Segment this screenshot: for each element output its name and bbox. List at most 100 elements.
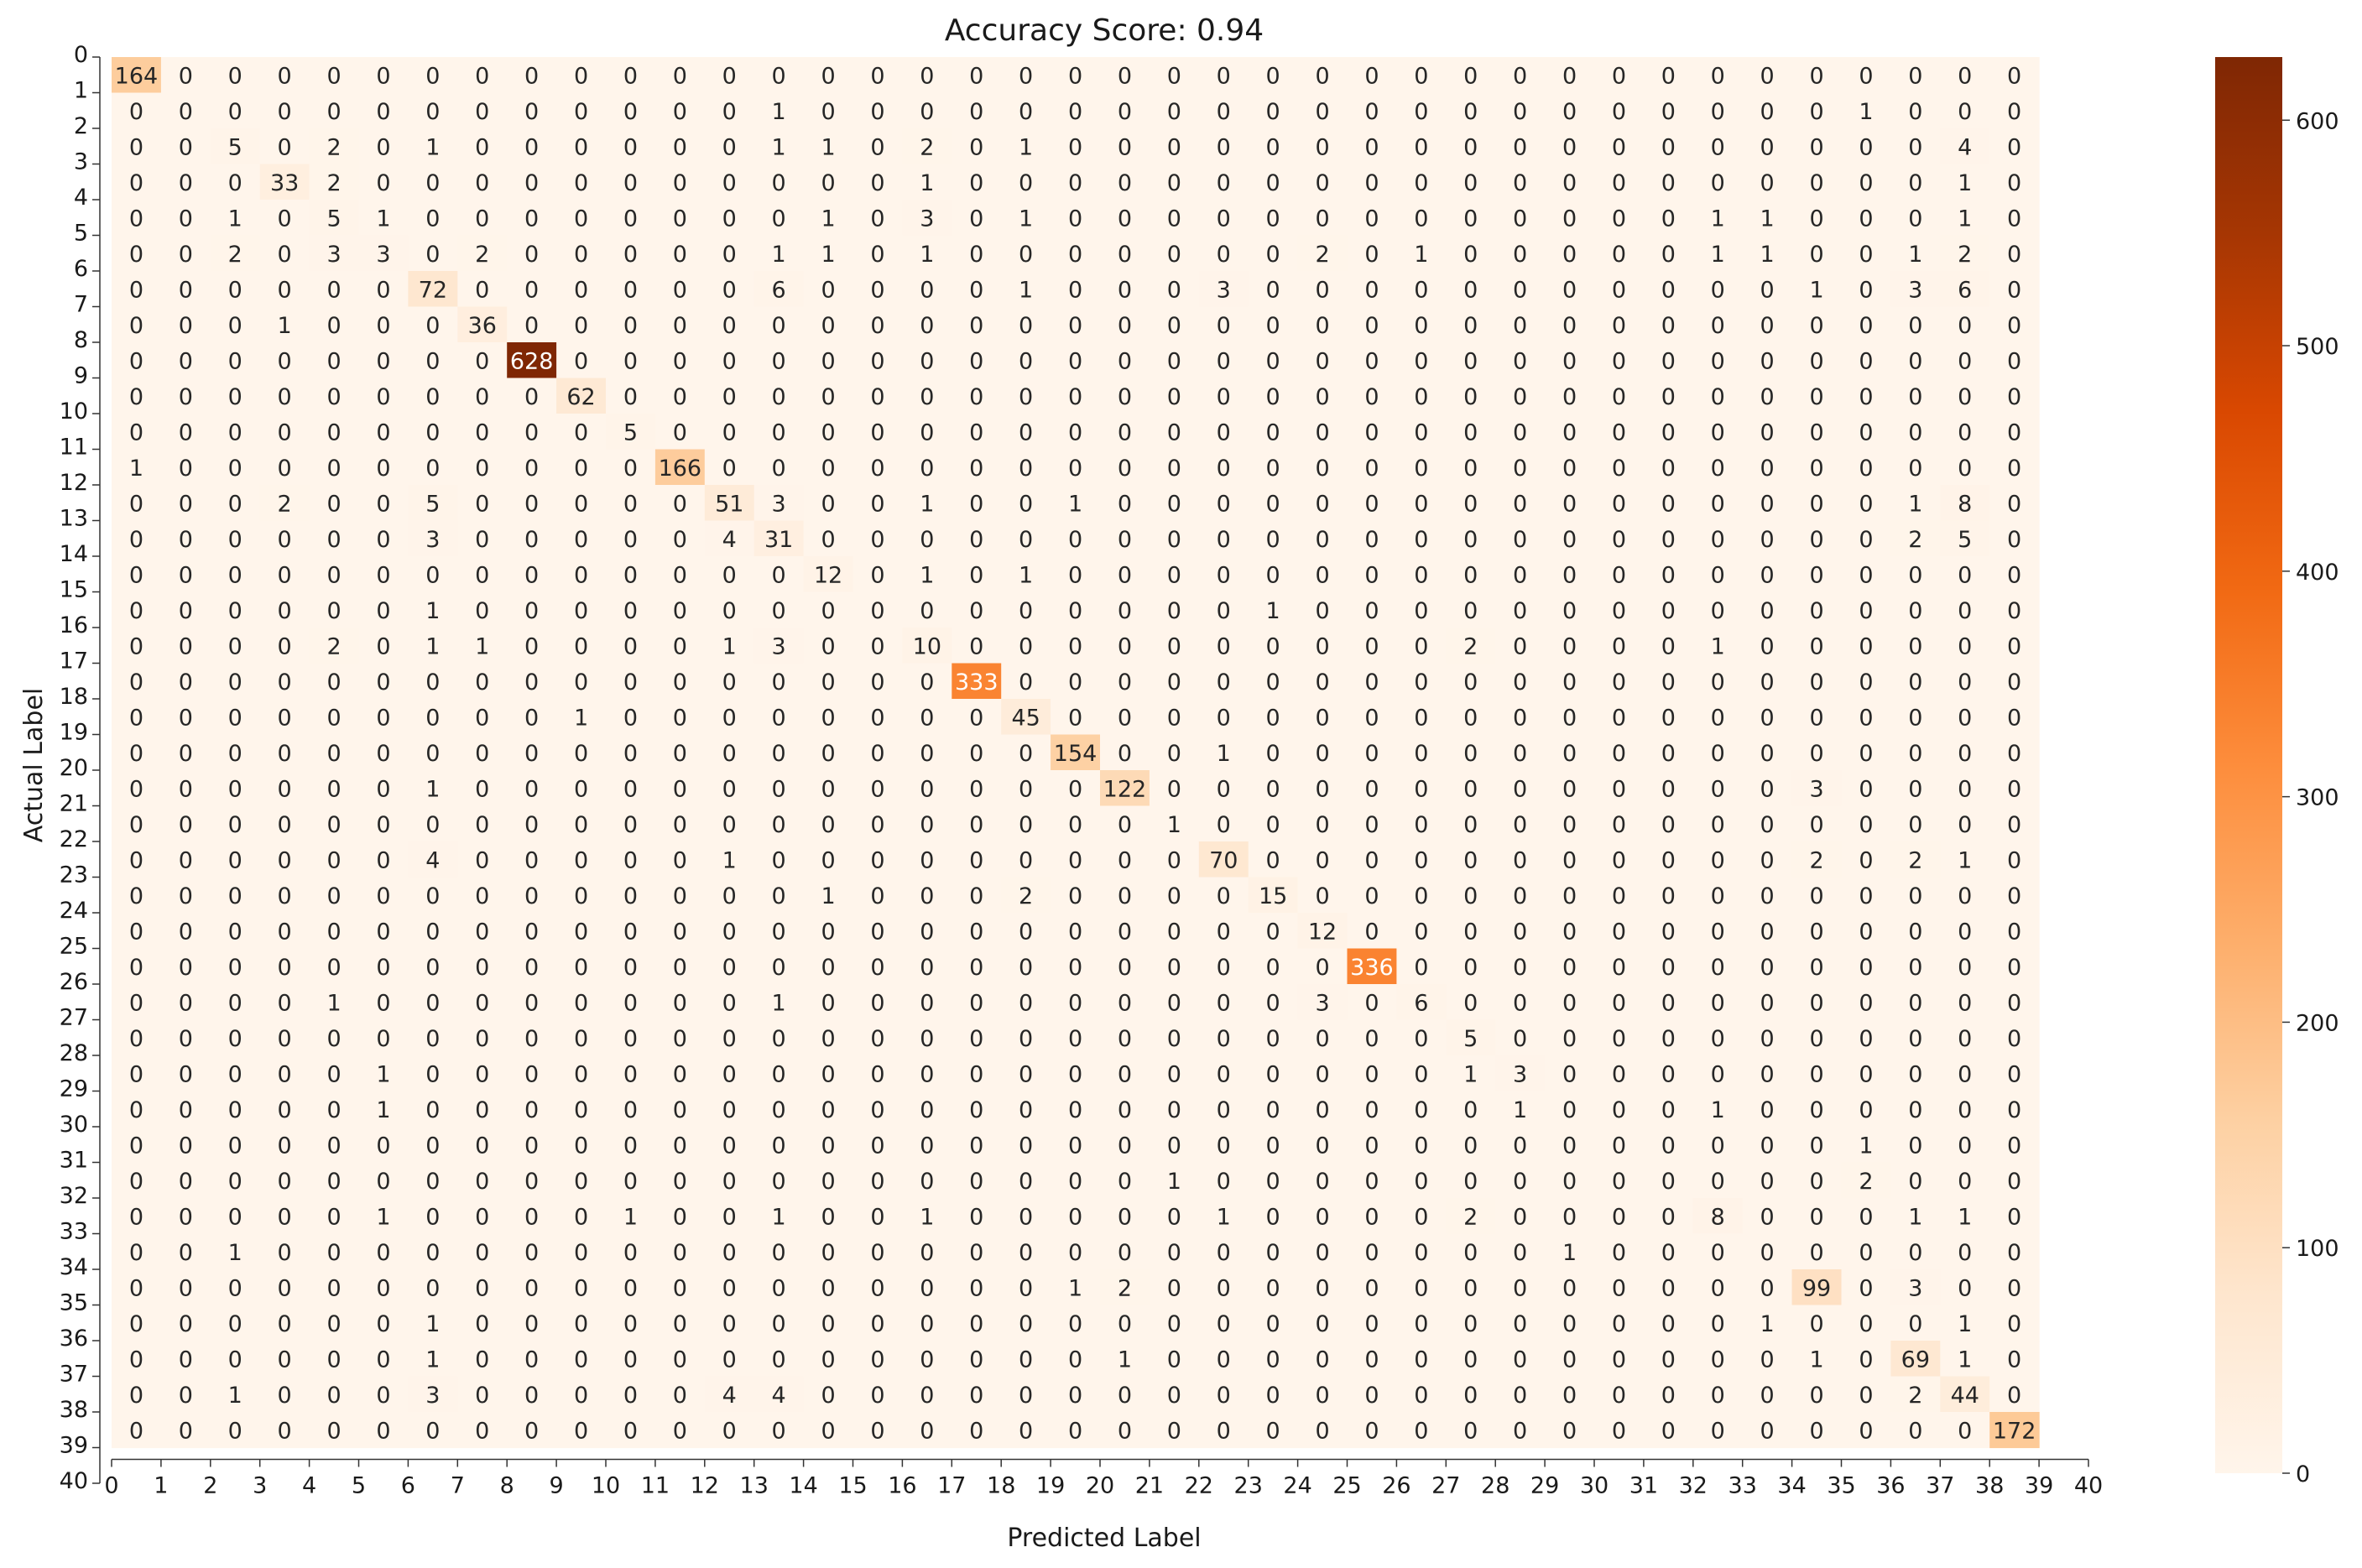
cell-value-label: 0 bbox=[1463, 1347, 1478, 1373]
y-tick-label: 27 bbox=[60, 1005, 88, 1031]
cell-value-label: 0 bbox=[524, 955, 539, 981]
cell-value-label: 0 bbox=[179, 1026, 193, 1052]
cell-value-label: 0 bbox=[278, 812, 292, 838]
cell-value-label: 0 bbox=[1118, 277, 1132, 303]
cell-value-label: 1 bbox=[425, 776, 440, 802]
cell-value-label: 0 bbox=[1958, 741, 1972, 767]
cell-value-label: 0 bbox=[1266, 1061, 1280, 1087]
cell-value-label: 0 bbox=[1118, 919, 1132, 945]
cell-value-label: 0 bbox=[1266, 1383, 1280, 1409]
heatmap-cell bbox=[1495, 414, 1546, 451]
heatmap-cell bbox=[358, 378, 409, 414]
heatmap-cell bbox=[1149, 235, 1200, 272]
heatmap-cell bbox=[853, 235, 903, 272]
cell-value-label: 0 bbox=[821, 63, 835, 89]
cell-value-label: 0 bbox=[673, 1347, 687, 1373]
heatmap-cell bbox=[753, 306, 805, 343]
cell-value-label: 0 bbox=[920, 456, 934, 482]
cell-value-label: 0 bbox=[1315, 1347, 1329, 1373]
cell-value-label: 0 bbox=[1958, 990, 1972, 1016]
y-tick-label: 26 bbox=[60, 969, 88, 995]
cell-value-label: 0 bbox=[1364, 1418, 1379, 1444]
cell-value-label: 0 bbox=[326, 99, 341, 125]
heatmap-cell bbox=[1545, 235, 1595, 272]
heatmap-cell bbox=[1396, 92, 1447, 129]
cell-value-label: 0 bbox=[2007, 1133, 2021, 1159]
heatmap-cell bbox=[507, 128, 557, 165]
cell-value-label: 0 bbox=[425, 562, 440, 588]
cell-value-label: 5 bbox=[1958, 527, 1972, 553]
heatmap-cell bbox=[902, 306, 952, 343]
cell-value-label: 0 bbox=[1562, 134, 1577, 160]
heatmap-cell bbox=[952, 164, 1002, 201]
heatmap-cell bbox=[1495, 271, 1546, 308]
heatmap-cell bbox=[1643, 271, 1694, 308]
cell-value-label: 0 bbox=[1612, 705, 1626, 731]
cell-value-label: 0 bbox=[1364, 1240, 1379, 1266]
cell-value-label: 0 bbox=[1118, 170, 1132, 196]
cell-value-label: 0 bbox=[425, 456, 440, 482]
heatmap-cell bbox=[259, 57, 310, 94]
y-tick-label: 13 bbox=[60, 506, 88, 532]
cell-value-label: 0 bbox=[722, 242, 737, 268]
cell-value-label: 0 bbox=[1364, 669, 1379, 695]
cell-value-label: 0 bbox=[1315, 277, 1329, 303]
cell-value-label: 0 bbox=[1612, 242, 1626, 268]
cell-value-label: 0 bbox=[425, 883, 440, 909]
cell-value-label: 0 bbox=[969, 1061, 983, 1087]
heatmap-cell bbox=[1495, 164, 1546, 201]
cell-value-label: 0 bbox=[2007, 456, 2021, 482]
cell-value-label: 0 bbox=[1612, 598, 1626, 624]
cell-value-label: 0 bbox=[1661, 527, 1676, 553]
cell-value-label: 0 bbox=[574, 741, 588, 767]
cell-value-label: 1 bbox=[425, 633, 440, 659]
cell-value-label: 0 bbox=[1217, 99, 1231, 125]
cell-value-label: 0 bbox=[524, 990, 539, 1016]
cell-value-label: 0 bbox=[1463, 1275, 1478, 1301]
cell-value-label: 0 bbox=[1167, 527, 1181, 553]
cell-value-label: 0 bbox=[920, 847, 934, 873]
cell-value-label: 0 bbox=[969, 776, 983, 802]
cell-value-label: 0 bbox=[821, 919, 835, 945]
cell-value-label: 0 bbox=[1019, 633, 1033, 659]
cell-value-label: 0 bbox=[1019, 1275, 1033, 1301]
cell-value-label: 0 bbox=[920, 313, 934, 339]
heatmap-cell bbox=[1692, 235, 1744, 272]
cell-value-label: 0 bbox=[376, 741, 390, 767]
cell-value-label: 0 bbox=[1364, 1204, 1379, 1230]
heatmap-cell bbox=[1940, 271, 1990, 308]
cell-value-label: 0 bbox=[1167, 206, 1181, 232]
heatmap-cell bbox=[556, 57, 607, 94]
cell-value-label: 0 bbox=[2007, 741, 2021, 767]
heatmap-cell bbox=[902, 57, 952, 94]
cell-value-label: 0 bbox=[1908, 134, 1922, 160]
cell-value-label: 0 bbox=[1809, 134, 1823, 160]
cell-value-label: 0 bbox=[129, 776, 143, 802]
heatmap-cell bbox=[259, 342, 310, 379]
heatmap-cell bbox=[654, 92, 706, 129]
heatmap-cell bbox=[408, 235, 458, 272]
heatmap-cell bbox=[1791, 57, 1843, 94]
cell-value-label: 0 bbox=[278, 277, 292, 303]
cell-value-label: 0 bbox=[1364, 812, 1379, 838]
cell-value-label: 0 bbox=[1167, 1061, 1181, 1087]
cell-value-label: 0 bbox=[475, 1383, 489, 1409]
cell-value-label: 0 bbox=[1118, 384, 1132, 410]
heatmap-cell bbox=[1545, 200, 1595, 237]
cell-value-label: 0 bbox=[673, 1311, 687, 1337]
cell-value-label: 0 bbox=[278, 847, 292, 873]
x-tick-label: 13 bbox=[740, 1473, 769, 1499]
heatmap-cell bbox=[1149, 271, 1200, 308]
cell-value-label: 0 bbox=[376, 1026, 390, 1052]
cell-value-label: 0 bbox=[1809, 491, 1823, 517]
cell-value-label: 0 bbox=[1859, 1097, 1873, 1123]
cell-value-label: 0 bbox=[1809, 1204, 1823, 1230]
heatmap-cell bbox=[1495, 200, 1546, 237]
cell-value-label: 0 bbox=[1068, 1061, 1082, 1087]
cell-value-label: 0 bbox=[524, 812, 539, 838]
cell-value-label: 0 bbox=[870, 1311, 884, 1337]
heatmap-cell bbox=[1643, 57, 1694, 94]
heatmap-cell bbox=[1989, 164, 2040, 201]
x-tick-label: 18 bbox=[987, 1473, 1015, 1499]
heatmap-cell bbox=[160, 164, 211, 201]
